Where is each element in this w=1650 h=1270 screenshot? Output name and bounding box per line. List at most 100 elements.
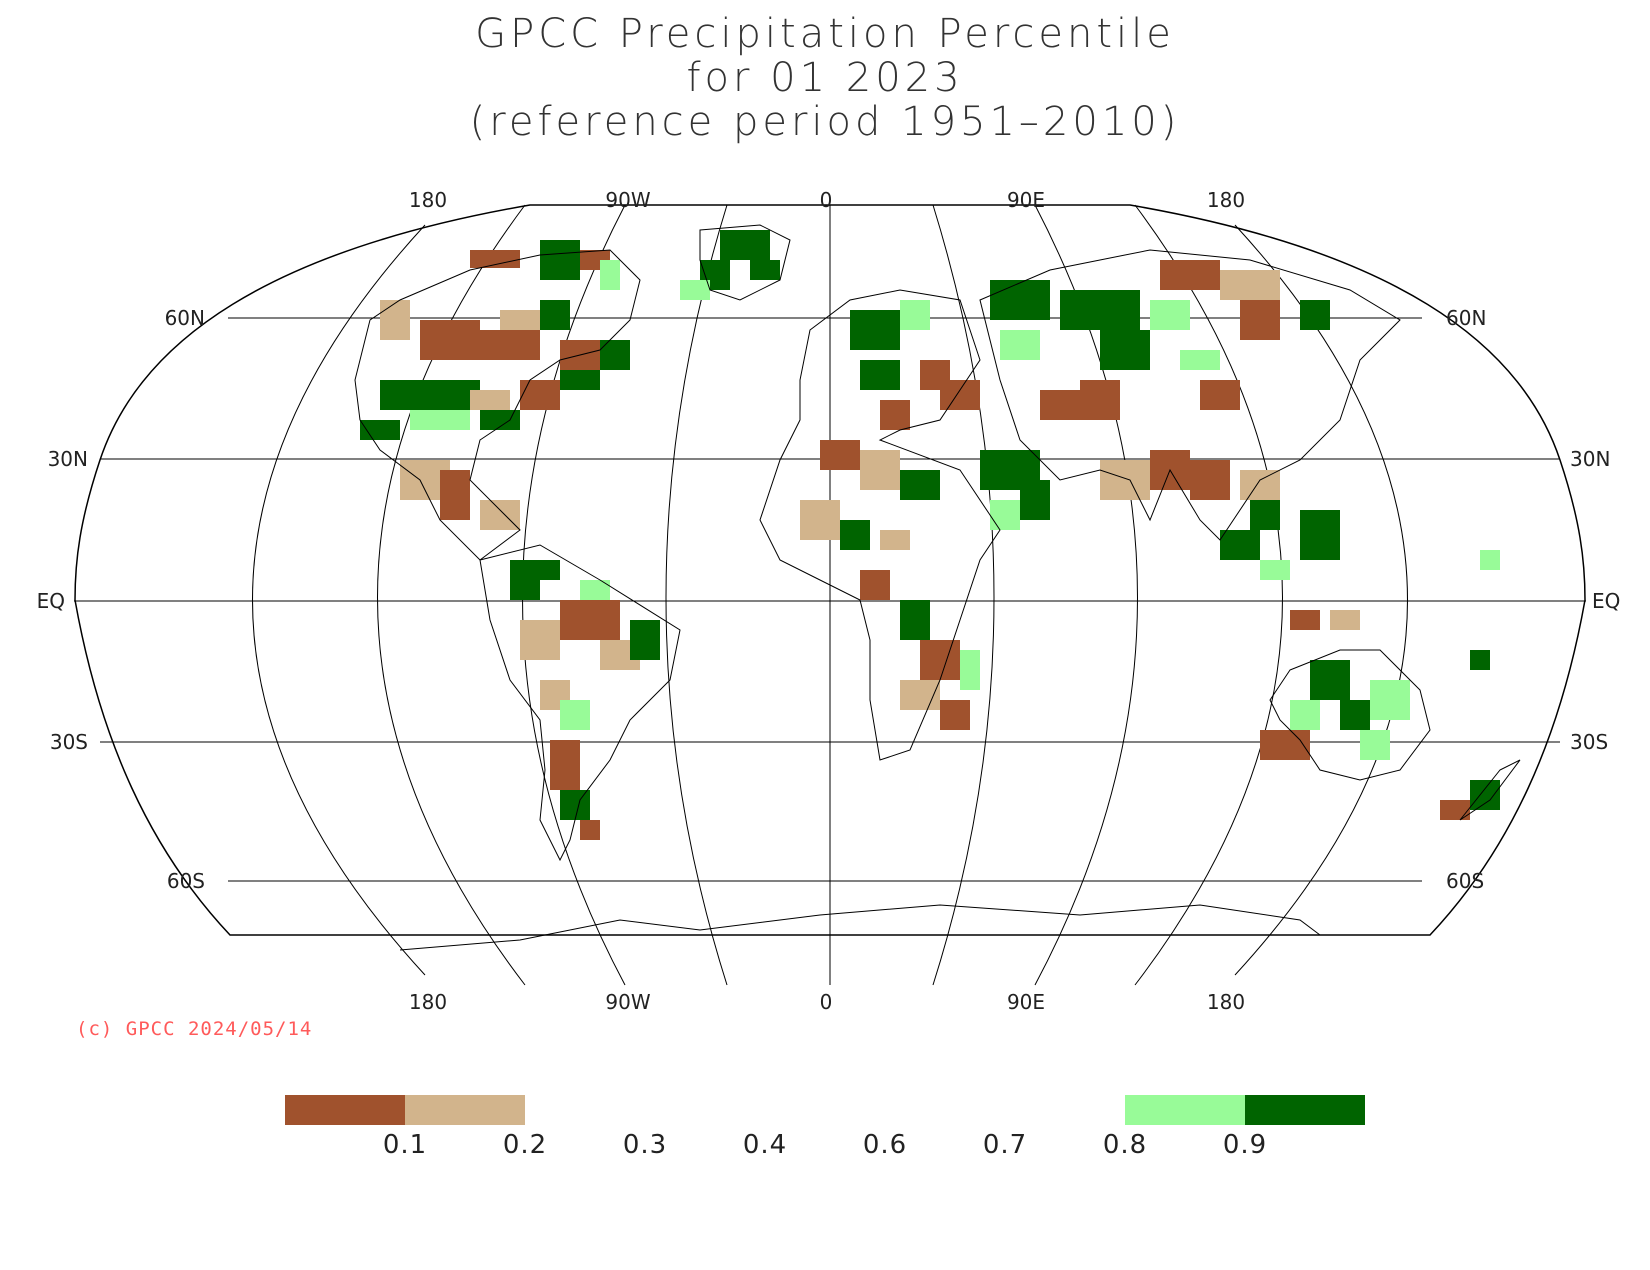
lon-label-180-bottom: 180	[409, 990, 447, 1014]
percentile-patch-very-dry	[580, 820, 600, 840]
percentile-patch-very-dry	[480, 330, 540, 360]
lat-label-30s-right: 30S	[1570, 730, 1608, 754]
percentile-patch-dry	[800, 500, 840, 540]
legend-tick-0.6: 0.6	[862, 1130, 908, 1160]
percentile-patch-wet	[1260, 560, 1290, 580]
percentile-patch-wet	[1150, 300, 1190, 330]
percentile-patch-wet	[960, 650, 980, 690]
percentile-patch-wet	[410, 410, 470, 430]
legend-tick-0.4: 0.4	[742, 1130, 788, 1160]
percentile-patch-very-dry	[1240, 300, 1280, 340]
legend-swatch-very-wet	[1245, 1095, 1365, 1125]
legend-tick-0.7: 0.7	[982, 1130, 1028, 1160]
percentile-patch-very-dry	[860, 570, 890, 600]
legend-tick-0.8: 0.8	[1102, 1130, 1148, 1160]
percentile-patch-very-dry	[940, 380, 980, 410]
percentile-patch-very-wet	[540, 300, 570, 330]
percentile-patch-very-wet	[1020, 480, 1050, 520]
percentile-patch-very-dry	[550, 740, 580, 790]
percentile-patch-very-wet	[1220, 530, 1260, 560]
percentile-patch-very-wet	[900, 470, 940, 500]
copyright-notice: (c) GPCC 2024/05/14	[76, 1018, 313, 1040]
percentile-patch-very-wet	[630, 620, 660, 660]
percentile-patch-very-dry	[1190, 460, 1230, 500]
lat-label-60n-right: 60N	[1446, 306, 1486, 330]
legend-tick-0.9: 0.9	[1222, 1130, 1268, 1160]
lat-label-60n-left: 60N	[165, 306, 205, 330]
percentile-patch-very-wet	[600, 340, 630, 370]
percentile-patch-very-dry	[1200, 380, 1240, 410]
percentile-patch-very-dry	[880, 400, 910, 430]
percentile-patch-very-dry	[560, 600, 620, 640]
legend-swatch-wet	[1125, 1095, 1245, 1125]
lon-label-0-bottom: 0	[820, 990, 833, 1014]
percentile-patch-wet	[1360, 730, 1390, 760]
percentile-patch-very-dry	[440, 470, 470, 520]
percentile-patch-very-dry	[1440, 800, 1470, 820]
percentile-field-layer	[360, 230, 1500, 840]
percentile-patch-very-wet	[990, 280, 1050, 320]
percentile-patch-very-dry	[1160, 260, 1220, 290]
percentile-patch-wet	[1180, 350, 1220, 370]
percentile-patch-very-dry	[1290, 610, 1320, 630]
lon-label-180-top: 180	[409, 188, 447, 212]
percentile-patch-very-wet	[1470, 780, 1500, 810]
lat-label-30n-left: 30N	[48, 447, 88, 471]
lat-label-60s-right: 60S	[1446, 869, 1484, 893]
legend-swatch-dry	[405, 1095, 525, 1125]
lon-label-90e-bottom: 90E	[1007, 990, 1045, 1014]
percentile-patch-wet	[1290, 700, 1320, 730]
percentile-patch-dry	[480, 500, 520, 530]
percentile-patch-very-wet	[750, 260, 780, 280]
percentile-patch-very-wet	[560, 370, 600, 390]
percentile-patch-very-dry	[470, 250, 520, 268]
percentile-patch-dry	[500, 310, 540, 330]
lat-label-30s-left: 30S	[50, 730, 88, 754]
percentile-patch-very-wet	[860, 360, 900, 390]
percentile-patch-very-wet	[380, 380, 480, 410]
percentile-patch-very-dry	[820, 440, 860, 470]
percentile-patch-very-wet	[1250, 500, 1280, 530]
percentile-patch-wet	[900, 300, 930, 330]
percentile-patch-dry	[1240, 470, 1280, 500]
percentile-patch-very-wet	[1100, 330, 1150, 370]
map-title: GPCC Precipitation Percentile	[475, 11, 1175, 57]
percentile-patch-wet	[580, 580, 610, 600]
percentile-patch-very-wet	[510, 560, 540, 600]
map-subtitle-reference: (reference period 1951–2010)	[469, 99, 1181, 145]
percentile-patch-very-wet	[1310, 660, 1350, 700]
percentile-patch-very-wet	[540, 240, 580, 280]
percentile-patch-very-wet	[360, 420, 400, 440]
percentile-patch-wet	[560, 700, 590, 730]
lon-label-180e-top: 180	[1207, 188, 1245, 212]
map-outline	[74, 204, 1586, 936]
percentile-patch-very-wet	[540, 560, 560, 580]
percentile-patch-very-dry	[420, 320, 480, 360]
percentile-patch-very-dry	[520, 380, 560, 410]
lon-label-90e-top: 90E	[1007, 188, 1045, 212]
percentile-patch-very-wet	[560, 790, 590, 820]
lat-label-30n-right: 30N	[1570, 447, 1610, 471]
percentile-patch-dry	[520, 620, 560, 660]
percentile-patch-very-wet	[1470, 650, 1490, 670]
percentile-patch-dry	[1100, 460, 1150, 500]
lat-label-eq-right: EQ	[1592, 589, 1620, 613]
percentile-patch-very-wet	[840, 520, 870, 550]
legend-tick-0.3: 0.3	[622, 1130, 668, 1160]
legend-tick-0.2: 0.2	[502, 1130, 548, 1160]
coastlines	[354, 224, 1521, 951]
lon-label-90w-bottom: 90W	[605, 990, 650, 1014]
percentile-patch-dry	[1220, 270, 1280, 300]
percentile-patch-very-wet	[480, 410, 520, 430]
percentile-patch-very-wet	[1300, 300, 1330, 330]
lon-label-90w-top: 90W	[605, 188, 650, 212]
percentile-patch-very-dry	[1260, 730, 1310, 760]
percentile-patch-very-wet	[850, 310, 900, 350]
lon-label-0-top: 0	[820, 188, 833, 212]
longitude-lines	[252, 204, 1408, 986]
percentile-patch-dry	[380, 300, 410, 340]
legend-swatch-very-dry	[285, 1095, 405, 1125]
legend-tick-0.1: 0.1	[382, 1130, 428, 1160]
percentile-patch-very-dry	[1080, 380, 1120, 420]
